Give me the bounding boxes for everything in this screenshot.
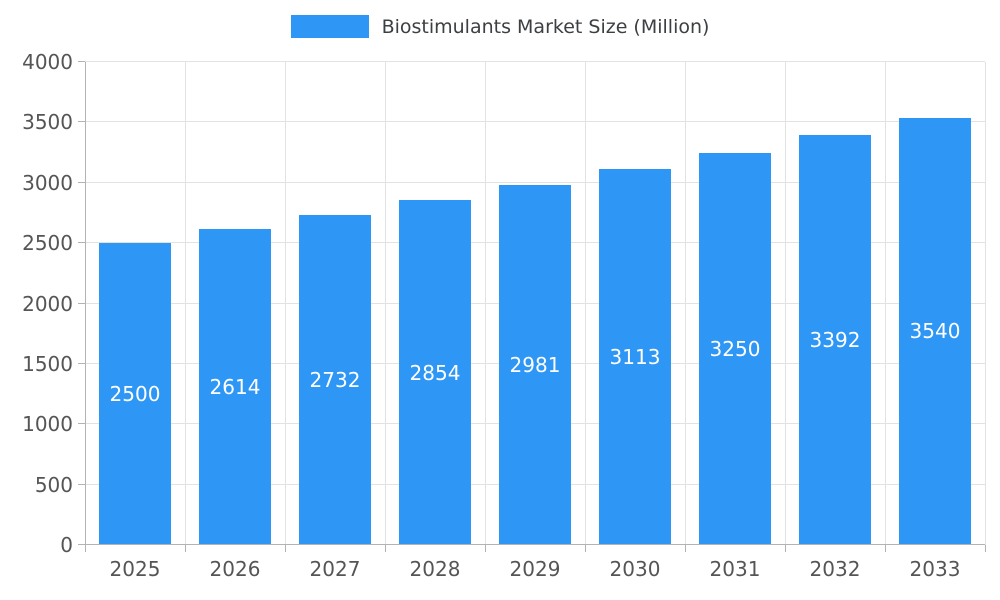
bar-2033: 3540 — [899, 117, 971, 545]
y-axis-tick — [78, 544, 85, 545]
y-tick-label: 3500 — [22, 110, 73, 135]
bar-2028: 2854 — [398, 200, 471, 545]
x-axis-tick — [684, 545, 686, 552]
bar-cell-2032: 3392 — [785, 62, 885, 545]
gridline-vertical — [485, 62, 486, 545]
gridline-horizontal — [85, 121, 985, 123]
x-tick-label: 2032 — [809, 557, 861, 581]
y-tick-label: 1500 — [22, 351, 73, 376]
gridline-vertical — [785, 62, 786, 545]
x-tick-label: 2031 — [709, 557, 761, 581]
x-axis-tick — [985, 545, 986, 552]
x-axis-line — [85, 544, 985, 545]
gridline-vertical — [185, 62, 186, 545]
x-axis-tick — [85, 545, 86, 552]
bar-cell-2031: 3250 — [685, 62, 785, 545]
y-tick-label: 1000 — [22, 412, 73, 437]
y-axis-tick — [78, 121, 85, 123]
y-axis-tick — [78, 302, 85, 304]
gridline-vertical — [885, 62, 886, 545]
gridline-vertical — [585, 62, 586, 545]
x-axis-tick — [285, 545, 286, 552]
gridline-vertical — [384, 62, 386, 545]
x-tick-label: 2028 — [409, 557, 461, 581]
x-axis-tick — [885, 545, 886, 552]
gridline-horizontal — [85, 61, 985, 62]
y-tick-label: 0 — [60, 533, 73, 557]
bar-value-label: 3392 — [809, 328, 861, 353]
x-tick-label: 2030 — [609, 557, 661, 581]
gridline-vertical — [985, 62, 986, 545]
y-tick-label: 2000 — [22, 291, 73, 316]
bar-cell-2025: 2500 — [85, 62, 185, 545]
bar-cell-2033: 3540 — [885, 62, 985, 545]
bar-cell-2030: 3113 — [585, 62, 685, 545]
x-axis-tick — [485, 545, 486, 552]
bar-value-label: 2500 — [109, 382, 161, 407]
bar-value-label: 2981 — [509, 353, 561, 378]
gridline-horizontal — [85, 181, 985, 183]
bar-2026: 2614 — [199, 229, 271, 545]
bar-2032: 3392 — [799, 135, 871, 545]
y-axis-line — [85, 62, 86, 545]
gridline-vertical — [684, 62, 686, 545]
x-tick-label: 2033 — [909, 557, 961, 581]
y-axis-tick — [78, 181, 85, 183]
bar-2025: 2500 — [99, 243, 171, 545]
bar-cell-2029: 2981 — [485, 62, 585, 545]
y-tick-label: 3000 — [22, 170, 73, 195]
bar-value-label: 3113 — [609, 345, 661, 370]
x-axis-tick — [785, 545, 786, 552]
bar-2029: 2981 — [499, 185, 571, 545]
y-axis-labels: 0 500 1000 1500 2000 2500 3000 3500 4000 — [0, 50, 73, 557]
bar-value-label: 2614 — [209, 375, 261, 400]
y-tick-label: 500 — [34, 472, 73, 497]
bar-value-label: 3250 — [709, 336, 761, 361]
y-tick-label: 4000 — [22, 50, 73, 74]
chart-legend[interactable]: Biostimulants Market Size (Million) — [0, 15, 1000, 38]
x-tick-label: 2029 — [509, 557, 561, 581]
y-axis-tick — [78, 242, 85, 244]
bar-cell-2026: 2614 — [185, 62, 285, 545]
gridline-vertical — [285, 62, 286, 545]
x-axis-tick — [585, 545, 586, 552]
legend-label: Biostimulants Market Size (Million) — [381, 15, 710, 38]
y-axis-tick — [78, 423, 85, 425]
bar-2031: 3250 — [698, 152, 771, 545]
x-axis-labels: 2025 2026 2027 2028 2029 2030 2031 2032 2033 — [85, 557, 985, 585]
legend-swatch — [290, 15, 369, 38]
y-tick-label: 2500 — [22, 231, 73, 256]
bar-cell-2028: 2854 — [385, 62, 485, 545]
bar-value-label: 3540 — [909, 319, 961, 344]
y-axis-tick — [78, 483, 85, 485]
bar-value-label: 2732 — [309, 368, 361, 393]
x-axis-tick — [384, 545, 386, 552]
x-axis-tick — [185, 545, 186, 552]
y-axis-tick — [78, 61, 85, 62]
bar-2030: 3113 — [599, 169, 671, 545]
x-tick-label: 2027 — [309, 557, 361, 581]
bar-2027: 2732 — [299, 215, 371, 545]
bar-cell-2027: 2732 — [285, 62, 385, 545]
y-axis-tick — [78, 362, 85, 364]
bar-value-label: 2854 — [409, 360, 461, 385]
plot-area: 2500 2614 2732 2854 2981 3113 3250 3392 3540 — [78, 61, 986, 552]
x-tick-label: 2025 — [109, 557, 161, 581]
x-tick-label: 2026 — [209, 557, 261, 581]
